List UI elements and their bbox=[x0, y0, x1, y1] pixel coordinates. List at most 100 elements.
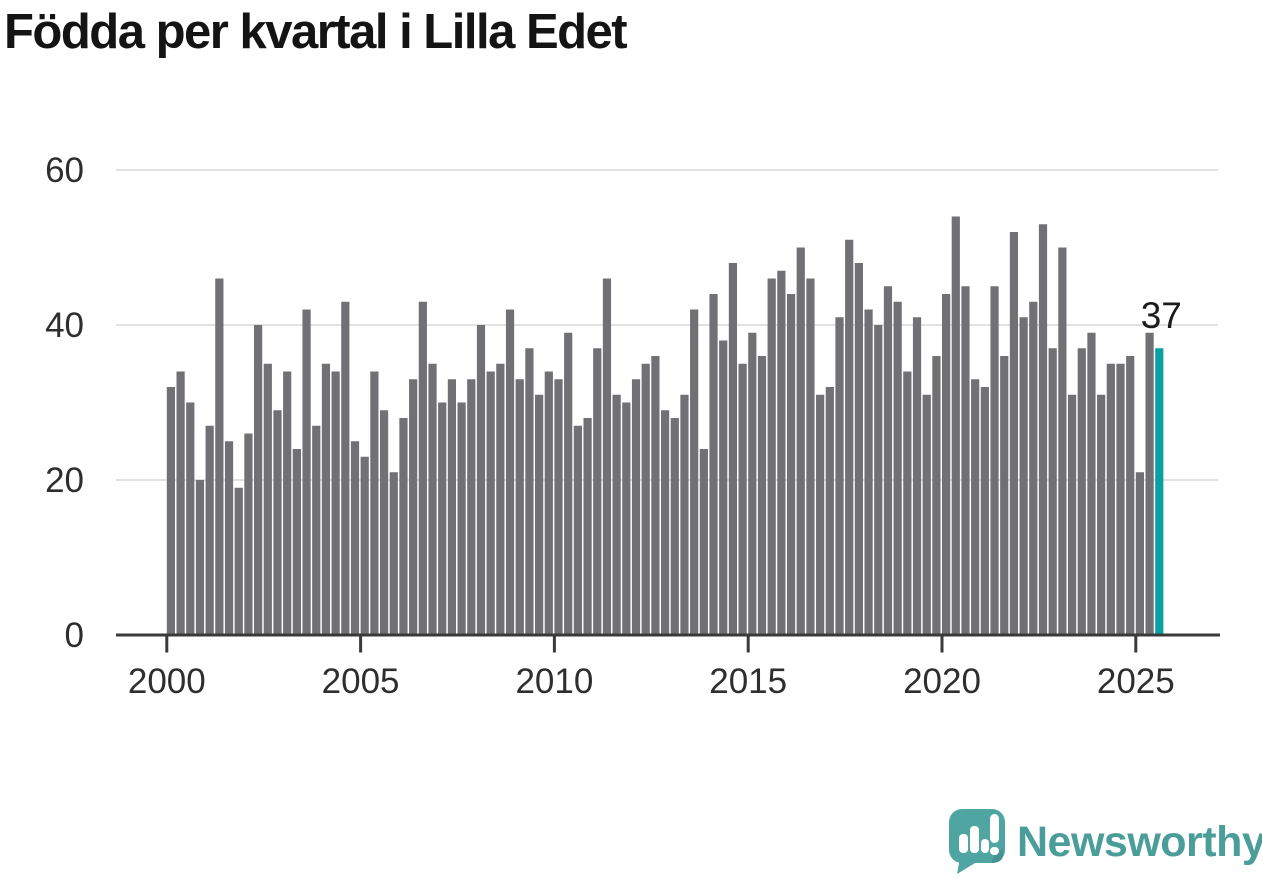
bar bbox=[302, 309, 311, 635]
bar bbox=[690, 309, 699, 635]
bar bbox=[554, 379, 563, 635]
bar bbox=[816, 394, 825, 635]
bar bbox=[496, 363, 505, 635]
bar bbox=[777, 270, 786, 635]
x-axis-label-2010: 2010 bbox=[515, 662, 593, 701]
bar bbox=[467, 379, 476, 635]
bar bbox=[786, 294, 796, 635]
bar bbox=[864, 309, 873, 635]
bar bbox=[1135, 472, 1144, 635]
bar bbox=[428, 363, 437, 635]
bar bbox=[350, 441, 360, 635]
newsworthy-logo[interactable]: Newsworthy bbox=[948, 808, 1262, 876]
bar bbox=[971, 379, 980, 635]
bar bbox=[283, 371, 292, 635]
x-axis-label-2005: 2005 bbox=[322, 662, 400, 701]
bar bbox=[583, 418, 592, 635]
bar bbox=[1019, 317, 1028, 635]
bar bbox=[835, 317, 844, 635]
bar bbox=[399, 418, 408, 635]
bar bbox=[796, 247, 805, 635]
y-axis-label-20: 20 bbox=[45, 461, 84, 500]
bar bbox=[670, 418, 679, 635]
bar bbox=[903, 371, 912, 635]
bar bbox=[486, 371, 495, 635]
gridline-y60 bbox=[116, 169, 1218, 171]
bar bbox=[942, 294, 951, 635]
bar bbox=[874, 325, 883, 635]
bar bbox=[1009, 232, 1019, 635]
x-axis-label-2020: 2020 bbox=[903, 662, 981, 701]
bar bbox=[1058, 247, 1067, 635]
bar bbox=[699, 449, 708, 635]
newsworthy-bubble-chart-icon bbox=[949, 809, 1005, 874]
bar bbox=[660, 410, 670, 635]
bar bbox=[748, 332, 757, 635]
bar bbox=[961, 286, 970, 635]
y-axis-label-40: 40 bbox=[45, 306, 84, 345]
bar bbox=[1038, 224, 1048, 635]
bar bbox=[321, 363, 331, 635]
bar bbox=[757, 356, 767, 635]
x-tick-2020 bbox=[940, 636, 944, 653]
bar bbox=[593, 348, 602, 635]
bar bbox=[641, 363, 650, 635]
bar bbox=[515, 379, 524, 635]
bar bbox=[186, 402, 195, 635]
bar bbox=[883, 286, 893, 635]
bar bbox=[505, 309, 515, 635]
bar bbox=[1126, 356, 1135, 635]
bar bbox=[806, 278, 815, 635]
bar bbox=[409, 379, 418, 635]
bar bbox=[854, 263, 863, 635]
bar bbox=[1067, 394, 1077, 635]
bar bbox=[932, 356, 941, 635]
bar bbox=[612, 394, 621, 635]
bar bbox=[447, 379, 457, 635]
bar bbox=[1106, 363, 1115, 635]
bar bbox=[535, 394, 544, 635]
page-title: Födda per kvartal i Lilla Edet bbox=[4, 5, 628, 59]
bar bbox=[389, 472, 398, 635]
bar bbox=[476, 325, 486, 635]
bar bbox=[331, 371, 340, 635]
bar bbox=[273, 410, 282, 635]
bar bbox=[922, 394, 931, 635]
bar bbox=[990, 286, 999, 635]
bar bbox=[234, 487, 243, 635]
bar bbox=[1048, 348, 1057, 635]
bar bbox=[418, 301, 427, 635]
y-axis-label-60: 60 bbox=[45, 151, 84, 190]
bar bbox=[980, 387, 989, 635]
x-axis-label-2025: 2025 bbox=[1097, 662, 1175, 701]
bar bbox=[457, 402, 466, 635]
bar bbox=[719, 340, 728, 635]
x-tick-2005 bbox=[359, 636, 363, 653]
y-axis-label-0: 0 bbox=[65, 616, 84, 655]
bar bbox=[166, 387, 175, 635]
bar bbox=[602, 278, 612, 635]
bar bbox=[951, 216, 960, 635]
bar bbox=[176, 371, 185, 635]
gridline-y40 bbox=[116, 324, 1218, 326]
bar bbox=[263, 363, 272, 635]
bar bbox=[893, 301, 902, 635]
x-axis-label-2000: 2000 bbox=[128, 662, 206, 701]
x-axis-label-2015: 2015 bbox=[709, 662, 787, 701]
x-tick-2025 bbox=[1134, 636, 1138, 653]
bar bbox=[1077, 348, 1086, 635]
bar bbox=[680, 394, 689, 635]
bar bbox=[1097, 394, 1106, 635]
x-tick-2000 bbox=[165, 636, 169, 653]
bar bbox=[544, 371, 553, 635]
bar bbox=[631, 379, 641, 635]
bar bbox=[1145, 332, 1154, 635]
bar bbox=[738, 363, 747, 635]
bar bbox=[1087, 332, 1096, 635]
bar bbox=[767, 278, 776, 635]
bar bbox=[1116, 363, 1125, 635]
brand-name: Newsworthy bbox=[1017, 817, 1262, 866]
bar bbox=[312, 425, 321, 635]
bar bbox=[224, 441, 234, 635]
